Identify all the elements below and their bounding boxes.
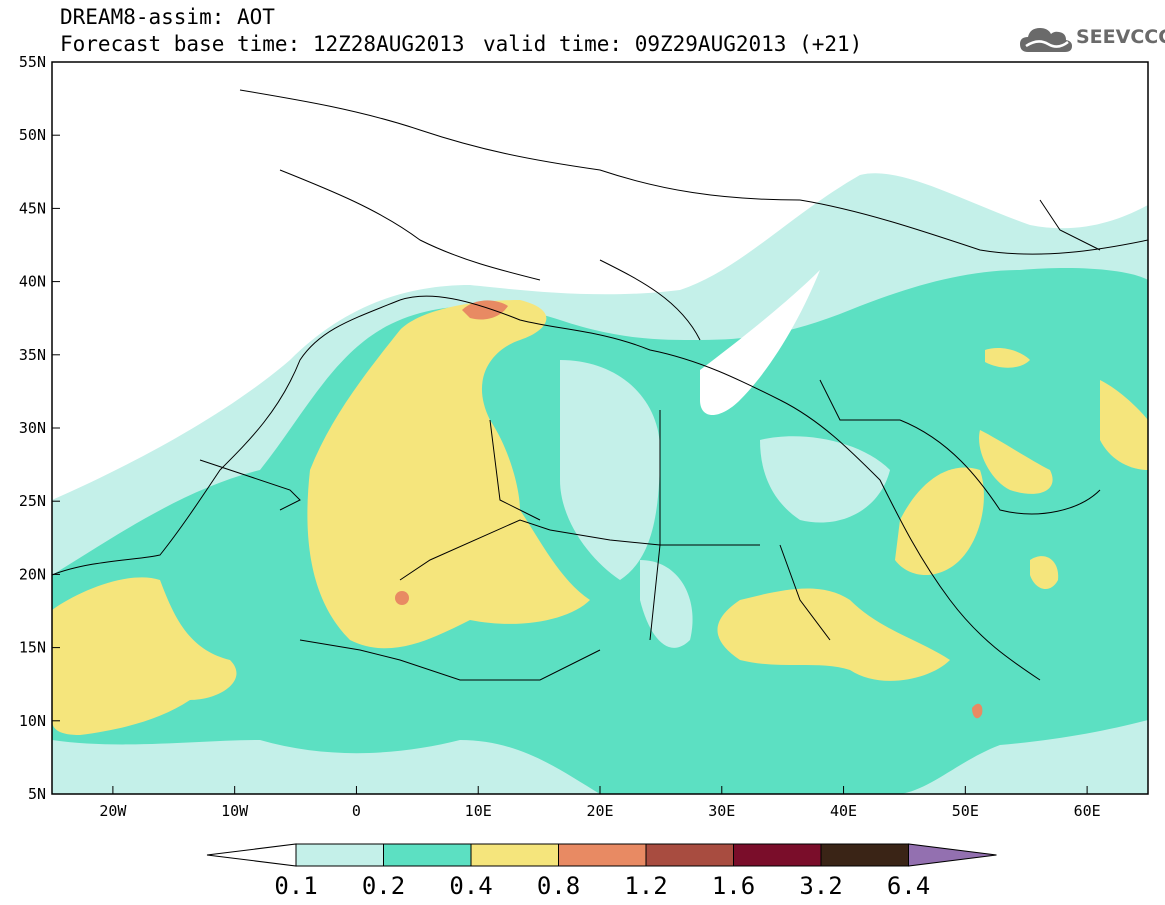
- lon-label: 10E: [465, 802, 492, 820]
- lat-label: 15N: [19, 639, 46, 657]
- colorbar-box: [295, 843, 384, 867]
- lon-label: 30E: [708, 802, 735, 820]
- colorbar-box: [383, 843, 472, 867]
- colorbar-box: [645, 843, 734, 867]
- aot-level-0.8: [462, 300, 508, 320]
- lon-label: 40E: [830, 802, 857, 820]
- lon-label: 50E: [952, 802, 979, 820]
- lon-label: 10W: [221, 802, 249, 820]
- colorbar-box: [733, 843, 822, 867]
- cloud-logo-icon: [1020, 28, 1072, 52]
- valid-time: valid time: 09Z29AUG2013 (+21): [483, 32, 863, 56]
- title-line-1: DREAM8-assim: AOT: [60, 5, 275, 29]
- colorbar-label: 0.8: [536, 872, 581, 900]
- colorbar-label: 1.2: [624, 872, 668, 900]
- colorbar-max-arrow: [908, 843, 997, 867]
- lat-label: 40N: [19, 273, 46, 291]
- lon-label: 0: [352, 802, 361, 820]
- colorbar-label: 0.2: [361, 872, 406, 900]
- lon-label: 20W: [99, 802, 127, 820]
- lat-label: 10N: [19, 712, 46, 730]
- colorbar-label: 0.1: [274, 872, 318, 900]
- colorbar-min-arrow: [206, 843, 297, 867]
- colorbar-label: 1.6: [711, 872, 756, 900]
- lat-label: 20N: [19, 565, 46, 583]
- lon-label: 60E: [1074, 802, 1101, 820]
- lat-label: 35N: [19, 346, 46, 364]
- colorbar-box: [820, 843, 909, 867]
- lat-label: 55N: [19, 53, 46, 71]
- aot-level-0.4: [307, 300, 590, 649]
- lat-label: 45N: [19, 199, 46, 217]
- lat-label: 25N: [19, 492, 46, 510]
- logo-text: SEEVCCC: [1076, 26, 1165, 48]
- seevccc-logo: SEEVCCC: [1018, 22, 1165, 58]
- lat-label: 30N: [19, 419, 46, 437]
- colorbar-label: 3.2: [799, 872, 843, 900]
- colorbar-label: 6.4: [886, 872, 931, 900]
- lat-label: 5N: [28, 785, 46, 803]
- colorbar-box: [470, 843, 559, 867]
- lat-label: 50N: [19, 126, 46, 144]
- colorbar-box: [558, 843, 647, 867]
- title-line-2: Forecast base time: 12Z28AUG2013: [60, 32, 465, 56]
- colorbar-label: 0.4: [449, 872, 493, 900]
- lon-label: 20E: [586, 802, 613, 820]
